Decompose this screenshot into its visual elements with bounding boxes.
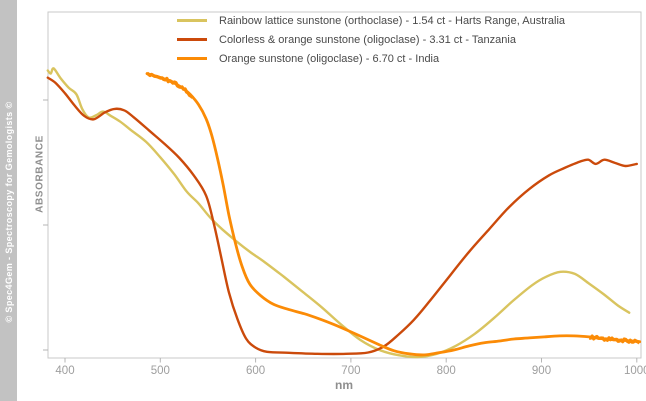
legend-label: Rainbow lattice sunstone (orthoclase) - … bbox=[219, 14, 566, 27]
x-tick-label: 600 bbox=[246, 365, 265, 377]
watermark-strip bbox=[0, 0, 17, 401]
legend-item: Orange sunstone (oligoclase) - 6.70 ct -… bbox=[177, 49, 565, 68]
legend-label: Orange sunstone (oligoclase) - 6.70 ct -… bbox=[219, 52, 440, 65]
spectrum-curve-noise bbox=[589, 334, 641, 345]
x-axis-label: nm bbox=[335, 378, 353, 392]
spectrum-curve-noise bbox=[146, 71, 194, 99]
spectrum-curve bbox=[46, 67, 631, 359]
spectrum-curve bbox=[46, 76, 638, 356]
x-tick-label: 700 bbox=[341, 365, 360, 377]
spectrum-curve bbox=[145, 72, 642, 357]
legend-swatch bbox=[177, 57, 207, 60]
legend: Rainbow lattice sunstone (orthoclase) - … bbox=[177, 11, 565, 68]
legend-label: Colorless & orange sunstone (oligoclase)… bbox=[219, 33, 516, 46]
plot-frame bbox=[47, 11, 642, 359]
x-tick-label: 1000 bbox=[624, 365, 646, 377]
x-tick-label: 400 bbox=[55, 365, 74, 377]
x-tick-label: 800 bbox=[437, 365, 456, 377]
legend-swatch bbox=[177, 19, 207, 22]
legend-item: Rainbow lattice sunstone (orthoclase) - … bbox=[177, 11, 565, 30]
x-tick-label: 900 bbox=[532, 365, 551, 377]
legend-item: Colorless & orange sunstone (oligoclase)… bbox=[177, 30, 565, 49]
legend-swatch bbox=[177, 38, 207, 41]
x-tick-label: 500 bbox=[151, 365, 170, 377]
